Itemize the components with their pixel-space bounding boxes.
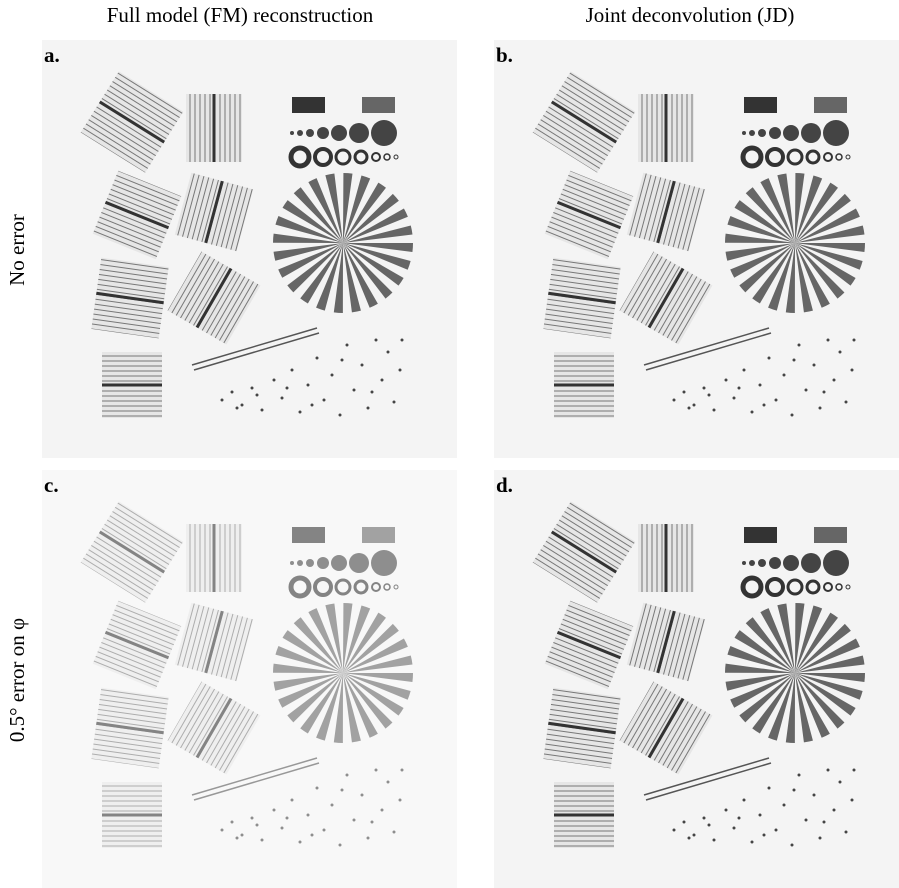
image-panel [42, 470, 457, 888]
image-panel [42, 40, 457, 458]
page: Full model (FM) reconstruction Joint dec… [0, 0, 899, 888]
image-panel [494, 40, 899, 458]
panel-label: b. [496, 43, 513, 67]
row-label: 0.5° error on φ [5, 618, 29, 742]
panel-label: c. [44, 473, 59, 497]
row-label: No error [5, 214, 29, 286]
column-title: Full model (FM) reconstruction [107, 3, 374, 27]
image-panel [494, 470, 899, 888]
panel-label: a. [44, 43, 60, 67]
column-title: Joint deconvolution (JD) [586, 3, 795, 27]
panel-label: d. [496, 473, 513, 497]
figure: Full model (FM) reconstruction Joint dec… [0, 0, 899, 888]
